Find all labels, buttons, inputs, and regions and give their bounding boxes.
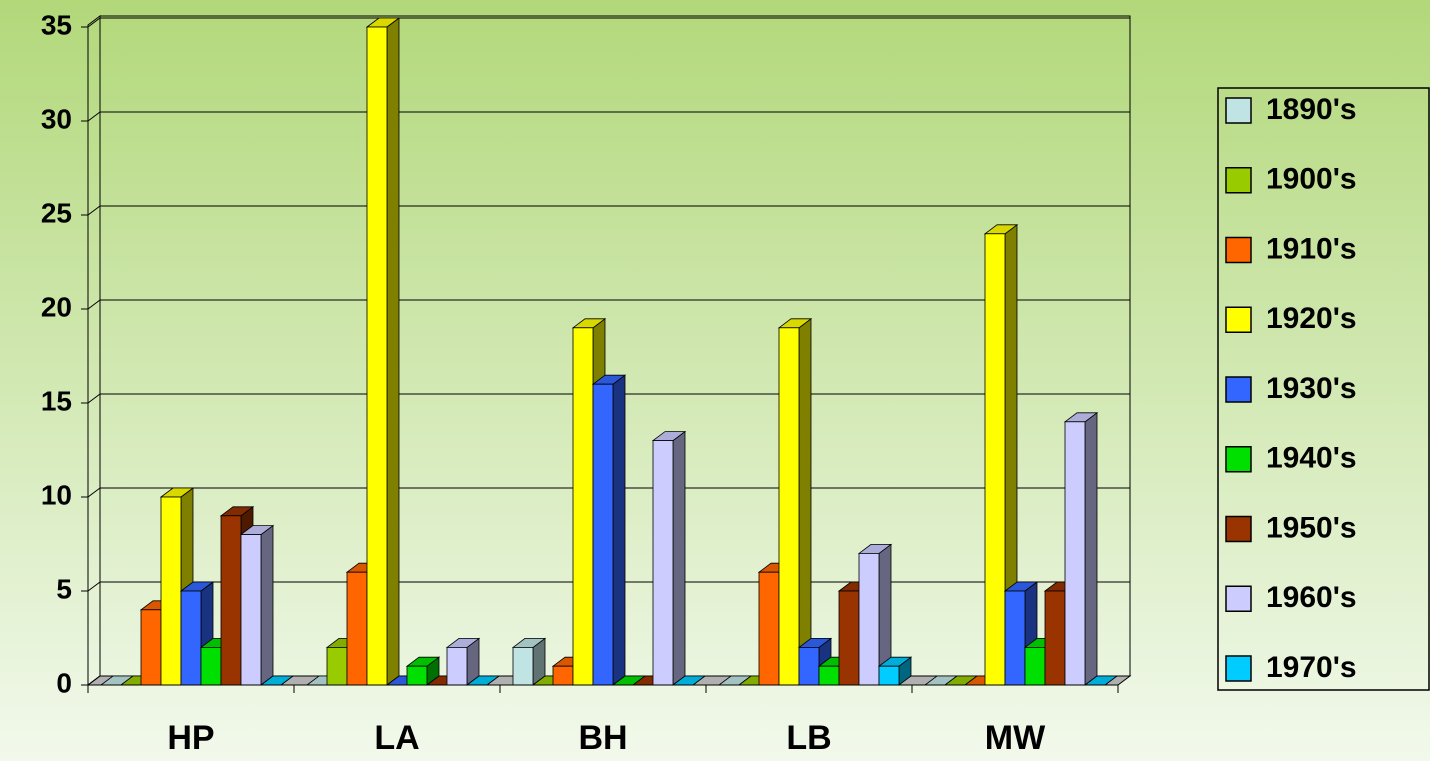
bar-side [672,430,686,686]
bar [200,647,222,686]
y-tick-label: 15 [41,385,72,416]
legend-swatch [1225,167,1252,194]
x-tick-label: LB [786,719,831,757]
bar [572,327,594,686]
legend-label: 1960's [1266,581,1357,614]
bar [552,665,574,686]
bar [592,383,614,686]
y-tick-label: 20 [41,291,72,322]
legend-label: 1900's [1266,163,1357,196]
y-tick-label: 35 [41,9,72,40]
x-tick-label: BH [578,719,627,757]
bar [220,515,242,686]
bar [446,647,468,686]
x-tick-label: LA [374,719,419,757]
grid-line [87,17,101,28]
bar-side [612,374,626,686]
bar [818,665,840,686]
grid-line [87,581,101,592]
bar [652,440,674,686]
x-tick-label: HP [167,719,214,757]
y-tick-label: 5 [56,573,72,604]
y-tick-label: 10 [41,479,72,510]
bar [798,647,820,686]
legend-box [1217,87,1430,691]
y-tick-label: 30 [41,103,72,134]
grid-line [87,487,101,498]
bar [838,590,860,686]
y-tick-label: 25 [41,197,72,228]
legend-label: 1910's [1266,232,1357,265]
bar [240,534,262,686]
legend-swatch [1225,376,1252,403]
bar [160,496,182,686]
bar [1004,590,1026,686]
legend-label: 1890's [1266,93,1357,126]
bar [326,647,348,686]
bar [878,665,900,686]
legend-label: 1930's [1266,372,1357,405]
legend-label: 1950's [1266,511,1357,544]
legend-swatch [1225,655,1252,682]
bar [512,647,534,686]
x-tick-label: MW [985,719,1046,757]
legend-label: 1920's [1266,302,1357,335]
legend-swatch [1225,515,1252,543]
grid-line [87,299,101,310]
bar-side [798,317,812,686]
bar-side [386,17,400,686]
bar [984,233,1006,686]
bar [406,665,428,686]
bar [1044,590,1066,686]
legend-swatch [1225,236,1252,264]
bar [346,571,368,686]
bar [140,609,162,686]
bar [858,553,880,686]
legend-swatch [1225,446,1252,473]
bar [778,327,800,686]
bar-side [1084,411,1098,686]
legend-swatch [1225,585,1252,612]
y-tick-label: 0 [56,667,72,698]
grid-line [87,675,101,686]
legend-label: 1970's [1266,651,1357,684]
legend-label: 1940's [1266,442,1357,475]
legend-swatch [1225,97,1252,124]
bar [180,590,202,686]
grid-line [87,205,101,216]
grid-line [87,111,101,122]
bar [1024,647,1046,686]
legend-swatch [1225,306,1252,333]
grid-line [87,393,101,404]
bar-side [260,524,274,686]
bar [1064,421,1086,686]
bar [758,571,780,686]
bar [366,26,388,686]
